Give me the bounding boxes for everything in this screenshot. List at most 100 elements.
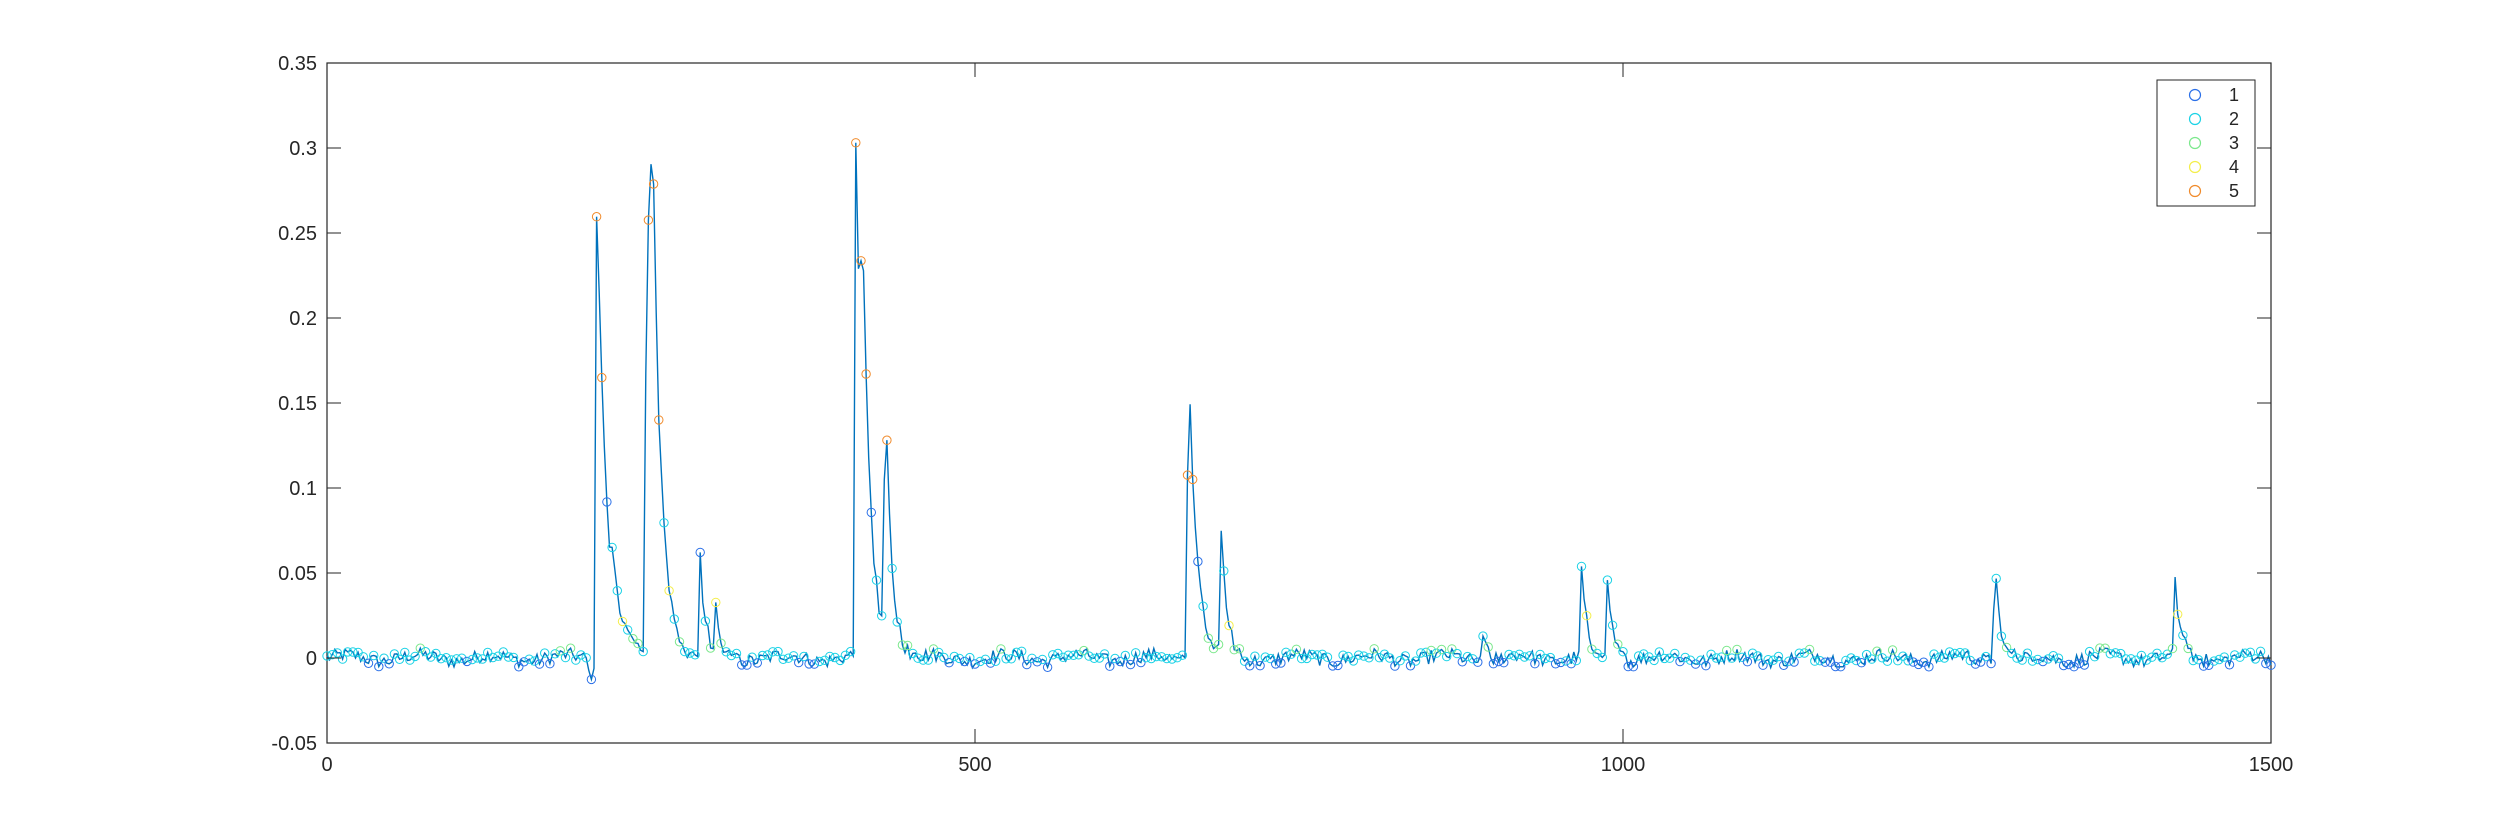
data-point [488,652,498,663]
data-point [415,643,425,653]
data-point [804,659,814,669]
data-point [540,648,550,658]
data-point [1307,649,1317,660]
data-point [1483,642,1493,652]
data-point [2230,650,2240,660]
data-point [825,651,835,662]
data-point [1322,652,1333,662]
data-point [602,497,612,507]
data-point [1753,651,1763,661]
data-point [1426,645,1436,656]
data-point [1659,653,1670,664]
data-point [861,369,871,379]
data-point [498,647,508,657]
data-point [1607,620,1618,630]
data-point [1509,651,1519,661]
data-point [1156,652,1167,662]
data-point [1696,655,1706,665]
data-point [623,625,633,635]
data-point [1042,662,1053,672]
data-point [1006,654,1016,664]
data-point [845,646,856,657]
data-point [2255,646,2266,656]
data-point [363,658,374,668]
data-point [1120,650,1131,661]
data-point [1488,659,1499,669]
data-point [1794,648,1805,658]
data-point [1193,556,1203,567]
data-point [379,653,389,663]
data-point [1919,657,1929,667]
data-point [1022,659,1032,670]
data-point [1545,652,1556,663]
data-point [830,652,840,663]
data-point [1924,662,1934,672]
data-point [1602,575,1613,585]
data-point [887,563,897,574]
data-point [2110,648,2121,658]
data-point [778,654,788,664]
data-point [2266,660,2276,670]
data-point [1115,656,1125,667]
data-point [2240,648,2250,658]
data-point [1939,653,1950,663]
data-point [514,662,524,672]
data-point [2162,649,2173,659]
data-point [664,586,674,596]
data-point [1400,651,1411,661]
data-point [1882,656,1893,666]
data-point [928,644,939,654]
data-point [591,212,602,222]
data-point [1348,656,1359,666]
data-point [1395,656,1405,666]
data-point [1856,658,1867,668]
data-point [705,643,716,653]
data-point [1519,652,1530,662]
data-point [835,655,845,666]
data-point [711,597,721,608]
data-point [343,647,353,657]
data-point [1556,657,1566,668]
data-point [1504,649,1514,660]
data-point [1260,652,1271,662]
data-point [877,611,887,621]
data-point [1317,649,1328,659]
data-point [1369,644,1379,654]
data-point [2224,660,2235,670]
data-point [1250,651,1260,661]
data-point [965,652,975,663]
data-point [1001,654,1011,664]
data-point [1908,657,1919,667]
data-point [1105,661,1115,671]
data-point [1462,651,1473,662]
data-point [1493,656,1504,667]
data-point [384,659,394,669]
data-point [892,617,902,627]
data-point [410,651,420,662]
data-point [524,654,534,664]
data-point [2058,660,2069,671]
data-point [809,659,819,669]
data-point [607,542,617,553]
data-point [1058,652,1068,662]
legend-marker [2188,160,2202,174]
data-point [768,647,778,657]
data-point [1167,654,1177,664]
data-point [2245,647,2256,657]
data-point [954,653,965,664]
data-point [1820,657,1830,667]
data-point [348,647,358,657]
data-point [1410,656,1421,666]
data-point [436,654,446,664]
data-point [1747,648,1758,658]
data-point [1296,653,1307,664]
data-point [1099,649,1110,659]
data-point [2069,662,2079,672]
data-point [1032,657,1042,667]
data-point [1224,620,1234,631]
data-point [1229,645,1239,655]
data-point [866,507,876,518]
data-point [882,435,892,445]
data-point [1571,655,1582,666]
data-point [1436,644,1447,655]
